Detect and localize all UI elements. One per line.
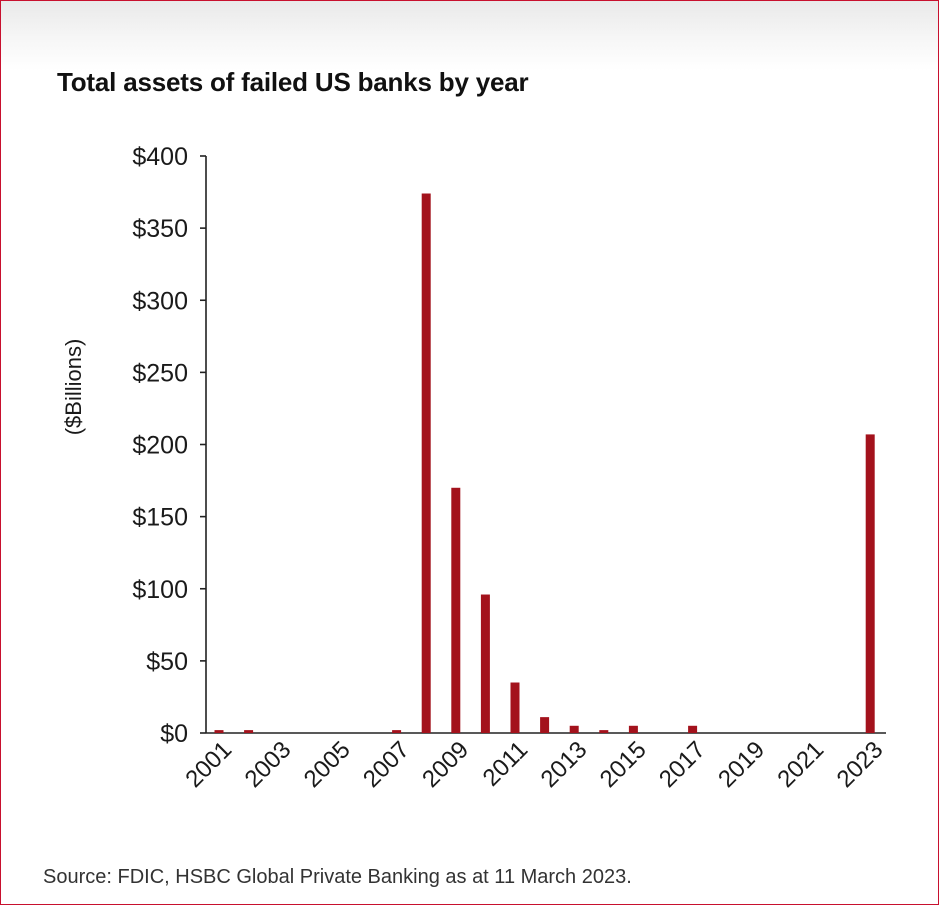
- chart-title: Total assets of failed US banks by year: [57, 67, 529, 97]
- x-tick-label: 2021: [772, 736, 829, 793]
- x-tick-label: 2009: [417, 736, 474, 793]
- y-tick-label: $100: [132, 576, 188, 604]
- x-tick-label: 2015: [595, 736, 652, 793]
- bars: [214, 193, 875, 733]
- y-tick-label: $150: [132, 504, 188, 532]
- bar-2002: [244, 730, 254, 733]
- bar-2009: [451, 487, 461, 733]
- bar-2012: [540, 717, 550, 733]
- x-tick-label: 2001: [180, 736, 237, 793]
- x-tick-label: 2023: [832, 736, 889, 793]
- bar-2015: [628, 725, 638, 733]
- x-axis: 2001 2003 2005 2007 2009 2011 2013 2015 2017 2019…: [180, 732, 889, 793]
- x-tick-label: 2017: [654, 736, 711, 793]
- y-tick-label: $300: [132, 287, 188, 315]
- bar-2007: [392, 730, 402, 733]
- y-axis: $0 $50 $100 $150 $200 $250 $300 $350 $400: [132, 143, 207, 748]
- x-tick-label: 2005: [299, 736, 356, 793]
- bar-2017: [688, 725, 698, 733]
- x-tick-label: 2011: [478, 736, 534, 792]
- y-tick-label: $350: [132, 215, 188, 243]
- bar-2014: [599, 730, 609, 733]
- bar-2023: [865, 434, 875, 733]
- y-tick-label: $200: [132, 432, 188, 460]
- x-tick-label: 2019: [713, 736, 770, 793]
- bar-2011: [510, 682, 520, 733]
- x-tick-label: 2013: [536, 736, 593, 793]
- y-tick-label: $250: [132, 359, 188, 387]
- y-tick-label: $400: [132, 143, 188, 171]
- bar-2001: [214, 730, 224, 733]
- x-tick-label: 2007: [358, 736, 415, 793]
- bar-2013: [569, 725, 579, 733]
- y-tick-label: $0: [160, 720, 188, 748]
- y-axis-label: ($Billions): [61, 339, 86, 436]
- source-note: Source: FDIC, HSBC Global Private Bankin…: [43, 866, 632, 888]
- bar-2008: [421, 193, 431, 733]
- y-tick-label: $50: [146, 648, 188, 676]
- x-tick-label: 2003: [240, 736, 297, 793]
- bar-2010: [480, 594, 490, 733]
